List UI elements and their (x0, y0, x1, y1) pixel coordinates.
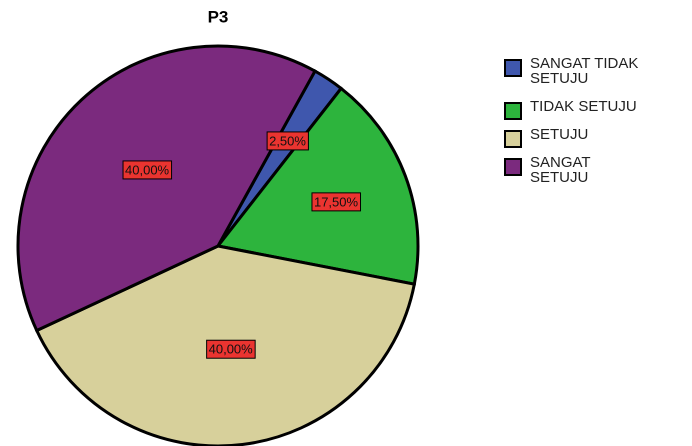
legend-swatch (504, 102, 522, 120)
data-label: 40,00% (206, 339, 256, 359)
data-label-text: 2,50% (269, 133, 306, 148)
pie-slice (215, 86, 420, 286)
legend-label: SANGAT SETUJU (530, 154, 591, 186)
data-label: 40,00% (122, 160, 173, 180)
legend-swatch (504, 158, 522, 176)
data-label-text: 40,00% (209, 342, 254, 357)
legend-label: SANGAT TIDAK SETUJU (530, 55, 638, 87)
data-label-box (206, 339, 256, 359)
legend-swatch (504, 59, 522, 77)
chart-title: P3 (208, 7, 229, 26)
legend-label: TIDAK SETUJU (530, 98, 637, 115)
data-label: 2,50% (266, 131, 309, 151)
legend-label: SETUJU (530, 126, 588, 143)
data-label-box (266, 131, 309, 151)
legend-swatch (504, 130, 522, 148)
data-label-box (122, 160, 173, 180)
data-label-text: 17,50% (314, 194, 359, 209)
data-label-box (311, 192, 362, 212)
data-label-text: 40,00% (125, 162, 170, 177)
pie-slice (16, 44, 318, 333)
data-label: 17,50% (311, 192, 362, 212)
